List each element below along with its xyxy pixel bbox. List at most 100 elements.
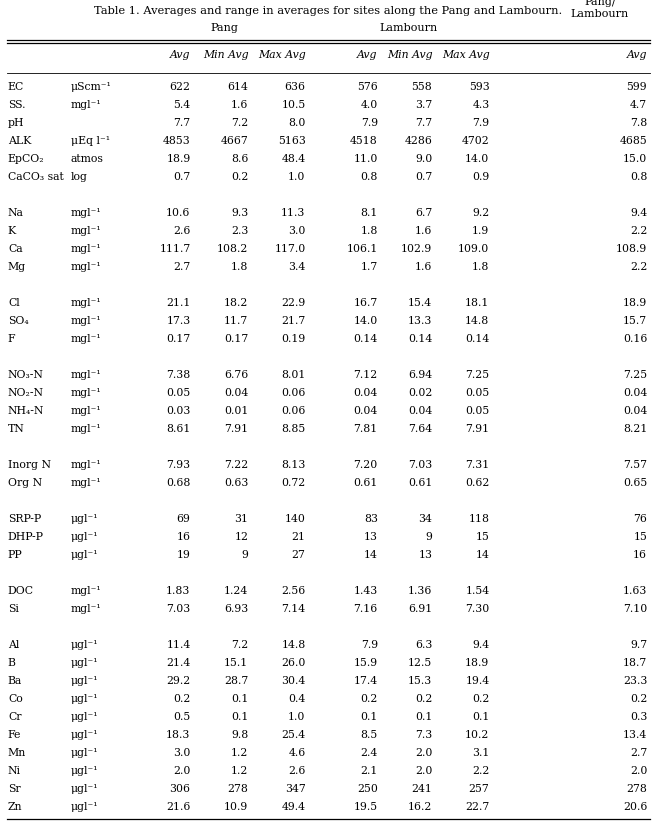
Text: K: K	[8, 226, 16, 236]
Text: 614: 614	[227, 83, 248, 93]
Text: 0.7: 0.7	[173, 173, 191, 183]
Text: 11.4: 11.4	[166, 640, 191, 650]
Text: 18.3: 18.3	[166, 730, 191, 740]
Text: NO₂-N: NO₂-N	[8, 388, 44, 398]
Text: 7.16: 7.16	[353, 604, 378, 615]
Text: μgl⁻¹: μgl⁻¹	[71, 694, 99, 704]
Text: 9: 9	[242, 550, 248, 560]
Text: 347: 347	[284, 784, 306, 794]
Text: 7.9: 7.9	[472, 118, 489, 129]
Text: 111.7: 111.7	[159, 244, 191, 254]
Text: 8.85: 8.85	[281, 425, 306, 434]
Text: 14.8: 14.8	[465, 316, 489, 326]
Text: 6.93: 6.93	[224, 604, 248, 615]
Text: 6.91: 6.91	[408, 604, 432, 615]
Text: 49.4: 49.4	[281, 802, 306, 812]
Text: 0.68: 0.68	[166, 478, 191, 488]
Text: 6.94: 6.94	[408, 370, 432, 380]
Text: 4853: 4853	[163, 136, 191, 146]
Text: 4702: 4702	[462, 136, 489, 146]
Text: 1.0: 1.0	[288, 712, 306, 722]
Text: 18.1: 18.1	[465, 298, 489, 308]
Text: μgl⁻¹: μgl⁻¹	[71, 766, 99, 776]
Text: 83: 83	[364, 515, 378, 525]
Text: 7.64: 7.64	[408, 425, 432, 434]
Text: 7.7: 7.7	[173, 118, 191, 129]
Text: 1.54: 1.54	[465, 586, 489, 596]
Text: EC: EC	[8, 83, 24, 93]
Text: 0.14: 0.14	[408, 335, 432, 344]
Text: 18.9: 18.9	[465, 658, 489, 668]
Text: 4685: 4685	[620, 136, 647, 146]
Text: 7.91: 7.91	[224, 425, 248, 434]
Text: 22.9: 22.9	[281, 298, 306, 308]
Text: 2.1: 2.1	[361, 766, 378, 776]
Text: 7.91: 7.91	[465, 425, 489, 434]
Text: 0.65: 0.65	[623, 478, 647, 488]
Text: 15.9: 15.9	[353, 658, 378, 668]
Text: 7.7: 7.7	[415, 118, 432, 129]
Text: ALK: ALK	[8, 136, 32, 146]
Text: 306: 306	[170, 784, 191, 794]
Text: 7.25: 7.25	[465, 370, 489, 380]
Text: 7.31: 7.31	[465, 460, 489, 470]
Text: 593: 593	[468, 83, 489, 93]
Text: 4286: 4286	[405, 136, 432, 146]
Text: 8.1: 8.1	[361, 208, 378, 218]
Text: Pang/
Lambourn: Pang/ Lambourn	[571, 0, 629, 19]
Text: 0.01: 0.01	[224, 406, 248, 416]
Text: 1.6: 1.6	[415, 226, 432, 236]
Text: Inorg N: Inorg N	[8, 460, 51, 470]
Text: 0.16: 0.16	[623, 335, 647, 344]
Text: 25.4: 25.4	[281, 730, 306, 740]
Text: 8.21: 8.21	[623, 425, 647, 434]
Text: 0.04: 0.04	[224, 388, 248, 398]
Text: 4518: 4518	[350, 136, 378, 146]
Text: mgl⁻¹: mgl⁻¹	[71, 298, 102, 308]
Text: 0.17: 0.17	[224, 335, 248, 344]
Text: 1.6: 1.6	[415, 263, 432, 273]
Text: μgl⁻¹: μgl⁻¹	[71, 802, 99, 812]
Text: 15: 15	[476, 532, 489, 542]
Text: Cl: Cl	[8, 298, 20, 308]
Text: Al: Al	[8, 640, 19, 650]
Text: 576: 576	[357, 83, 378, 93]
Text: 7.8: 7.8	[630, 118, 647, 129]
Text: Max Avg: Max Avg	[258, 50, 306, 60]
Text: 102.9: 102.9	[401, 244, 432, 254]
Text: DHP-P: DHP-P	[8, 532, 44, 542]
Text: 7.03: 7.03	[166, 604, 191, 615]
Text: 7.38: 7.38	[166, 370, 191, 380]
Text: 7.81: 7.81	[353, 425, 378, 434]
Text: μgl⁻¹: μgl⁻¹	[71, 712, 99, 722]
Text: 109.0: 109.0	[458, 244, 489, 254]
Text: Lambourn: Lambourn	[379, 23, 438, 33]
Text: 0.04: 0.04	[408, 406, 432, 416]
Text: Cr: Cr	[8, 712, 22, 722]
Text: 0.04: 0.04	[623, 406, 647, 416]
Text: 15.4: 15.4	[408, 298, 432, 308]
Text: 48.4: 48.4	[281, 154, 306, 164]
Text: mgl⁻¹: mgl⁻¹	[71, 586, 102, 596]
Text: 0.5: 0.5	[173, 712, 191, 722]
Text: 1.0: 1.0	[288, 173, 306, 183]
Text: EpCO₂: EpCO₂	[8, 154, 45, 164]
Text: 9.2: 9.2	[472, 208, 489, 218]
Text: 16.2: 16.2	[408, 802, 432, 812]
Text: 15.7: 15.7	[623, 316, 647, 326]
Text: 1.36: 1.36	[408, 586, 432, 596]
Text: 4.0: 4.0	[361, 101, 378, 111]
Text: 1.2: 1.2	[231, 748, 248, 758]
Text: 10.9: 10.9	[224, 802, 248, 812]
Text: 1.9: 1.9	[472, 226, 489, 236]
Text: TN: TN	[8, 425, 24, 434]
Text: F: F	[8, 335, 16, 344]
Text: mgl⁻¹: mgl⁻¹	[71, 226, 102, 236]
Text: 15: 15	[633, 532, 647, 542]
Text: SO₄: SO₄	[8, 316, 28, 326]
Text: 6.76: 6.76	[224, 370, 248, 380]
Text: Zn: Zn	[8, 802, 22, 812]
Text: 8.6: 8.6	[231, 154, 248, 164]
Text: 0.2: 0.2	[472, 694, 489, 704]
Text: 106.1: 106.1	[346, 244, 378, 254]
